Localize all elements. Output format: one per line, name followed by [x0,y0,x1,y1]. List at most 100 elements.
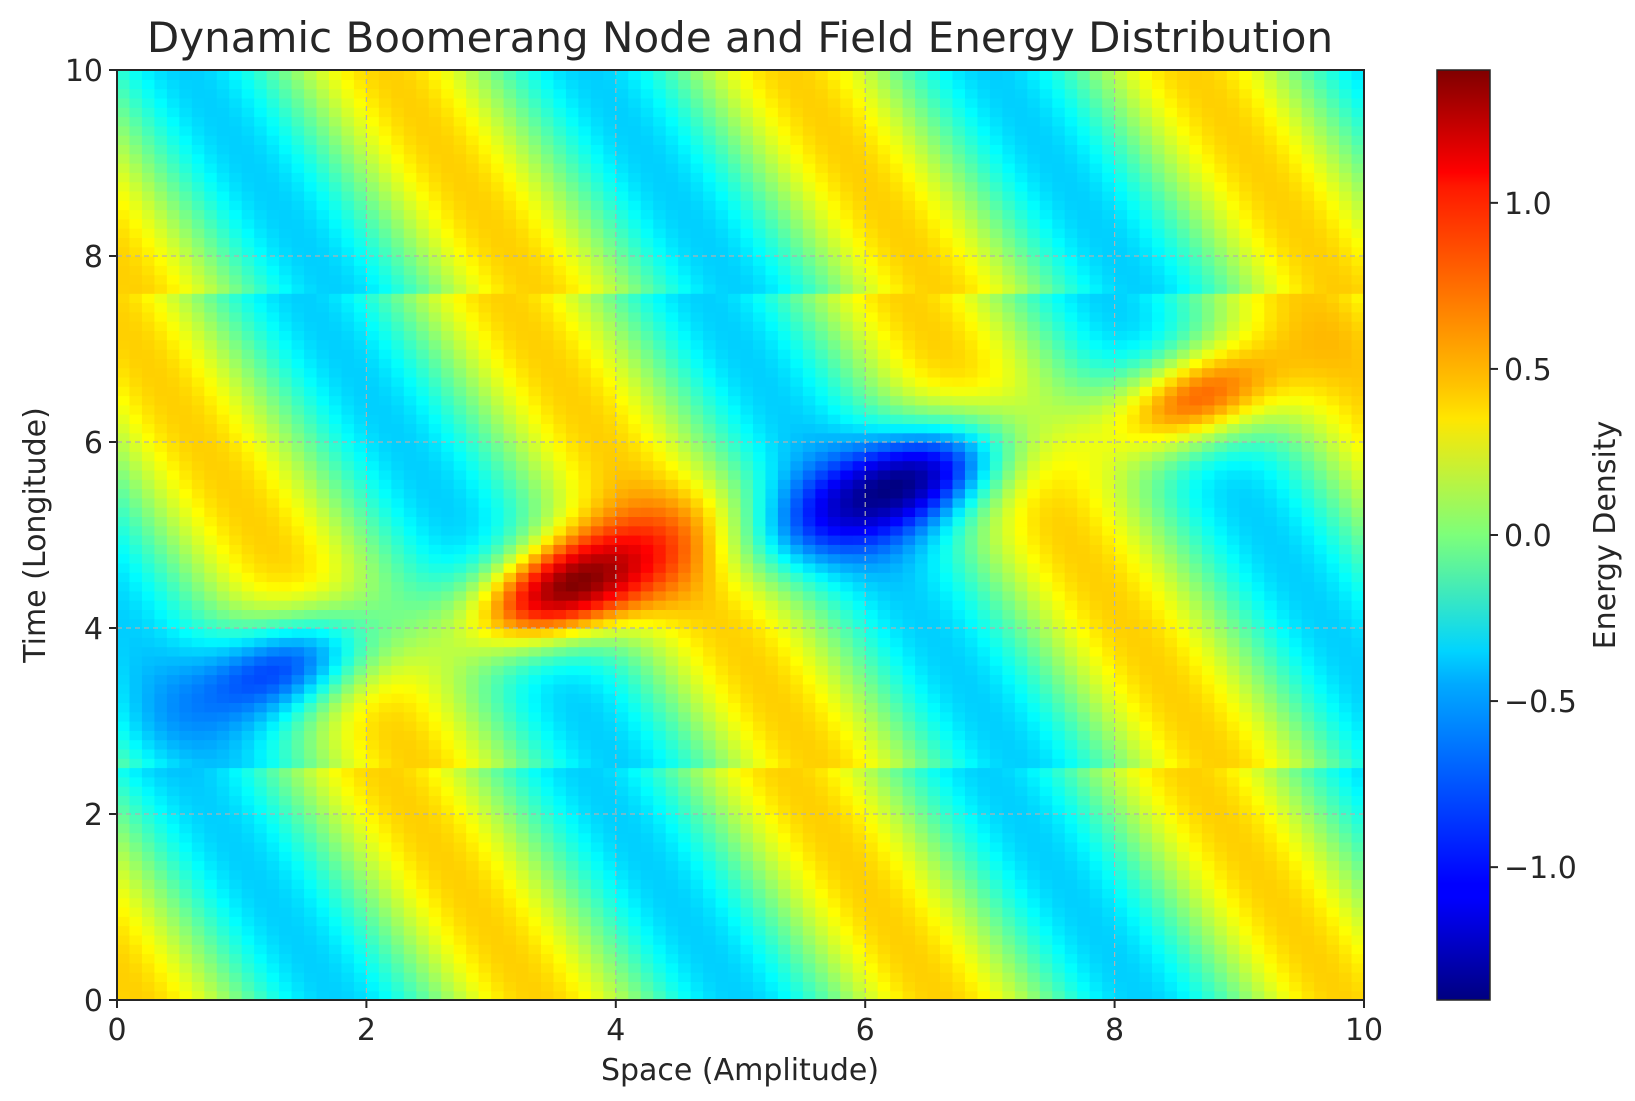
heatmap-cell [1052,814,1066,824]
heatmap-cell [1189,944,1203,955]
heatmap-cell [441,609,455,620]
heatmap-cell [565,730,579,741]
heatmap-cell [565,776,579,787]
heatmap-cell [690,814,704,824]
heatmap-cell [1189,544,1203,555]
heatmap-cell [1064,814,1078,824]
heatmap-cell [516,535,530,545]
heatmap-cell [927,721,941,731]
heatmap-cell [615,814,629,824]
heatmap-cell [166,767,180,778]
heatmap-cell [1189,962,1203,973]
heatmap-cell [1201,953,1215,964]
heatmap-cell [353,804,367,815]
heatmap-cell [1064,860,1078,871]
heatmap-cell [840,814,854,824]
heatmap-cell [915,776,929,787]
heatmap-cell [553,907,567,917]
heatmap-cell [989,646,1003,657]
heatmap-cell [690,562,704,573]
heatmap-cell [952,962,966,973]
heatmap-cell [952,841,966,852]
heatmap-cell [1201,572,1215,583]
heatmap-cell [1176,544,1191,555]
heatmap-cell [416,665,430,676]
heatmap-cell [241,990,255,1001]
heatmap-cell [1276,832,1290,843]
heatmap-cell [603,674,617,685]
heatmap-cell [1239,879,1253,889]
heatmap-cell [241,832,255,843]
heatmap-cell [877,897,891,908]
heatmap-cell [653,944,667,955]
heatmap-cell [1226,748,1240,759]
heatmap-cell [266,869,280,880]
heatmap-cell [877,674,891,685]
heatmap-cell [890,786,904,796]
heatmap-cell [1039,581,1053,592]
heatmap-cell [266,646,280,657]
heatmap-cell [815,730,829,741]
heatmap-cell [528,851,542,862]
heatmap-cell [665,655,679,666]
heatmap-cell [1201,721,1215,731]
heatmap-cell [266,851,280,862]
heatmap-cell [877,795,891,806]
heatmap-cell [279,776,293,787]
heatmap-cell [728,925,742,936]
heatmap-cell [1251,544,1265,555]
heatmap-cell [1214,609,1228,620]
heatmap-cell [416,674,430,685]
heatmap-cell [977,962,991,973]
heatmap-cell [1052,869,1066,880]
heatmap-cell [1064,683,1078,694]
heatmap-cell [179,665,193,676]
heatmap-cell [179,776,193,787]
heatmap-cell [852,869,866,880]
heatmap-cell [154,869,168,880]
heatmap-cell [815,953,829,964]
heatmap-cell [1114,897,1128,908]
heatmap-cell [565,562,579,573]
heatmap-cell [478,748,492,759]
heatmap-cell [428,674,442,685]
heatmap-cell [877,851,891,862]
heatmap-cell [1289,832,1303,843]
heatmap-cell [453,674,467,685]
heatmap-cell [129,655,143,666]
heatmap-cell [428,535,442,545]
heatmap-cell [752,730,767,741]
heatmap-cell [428,851,442,862]
heatmap-cell [378,832,392,843]
heatmap-cell [578,609,592,620]
heatmap-cell [117,851,131,862]
heatmap-cell [328,990,343,1001]
heatmap-cell [179,804,193,815]
heatmap-cell [964,888,979,899]
heatmap-cell [166,702,180,713]
heatmap-cell [827,553,841,564]
heatmap-cell [378,953,392,964]
heatmap-cell [852,544,866,555]
heatmap-cell [353,721,367,731]
heatmap-cell [491,683,505,694]
heatmap-cell [166,758,180,769]
heatmap-cell [815,823,829,834]
heatmap-cell [553,693,567,703]
heatmap-cell [366,730,380,741]
heatmap-cell [765,600,779,610]
heatmap-cell [653,962,667,973]
heatmap-cell [840,748,854,759]
heatmap-cell [977,953,991,964]
heatmap-cell [728,711,742,722]
heatmap-cell [1176,721,1191,731]
heatmap-cell [902,581,916,592]
heatmap-cell [1089,581,1103,592]
heatmap-cell [1289,879,1303,889]
heatmap-cell [1226,953,1240,964]
heatmap-cell [229,702,243,713]
heatmap-cell [765,823,779,834]
heatmap-cell [1039,730,1053,741]
heatmap-cell [453,981,467,992]
heatmap-cell [1214,823,1228,834]
